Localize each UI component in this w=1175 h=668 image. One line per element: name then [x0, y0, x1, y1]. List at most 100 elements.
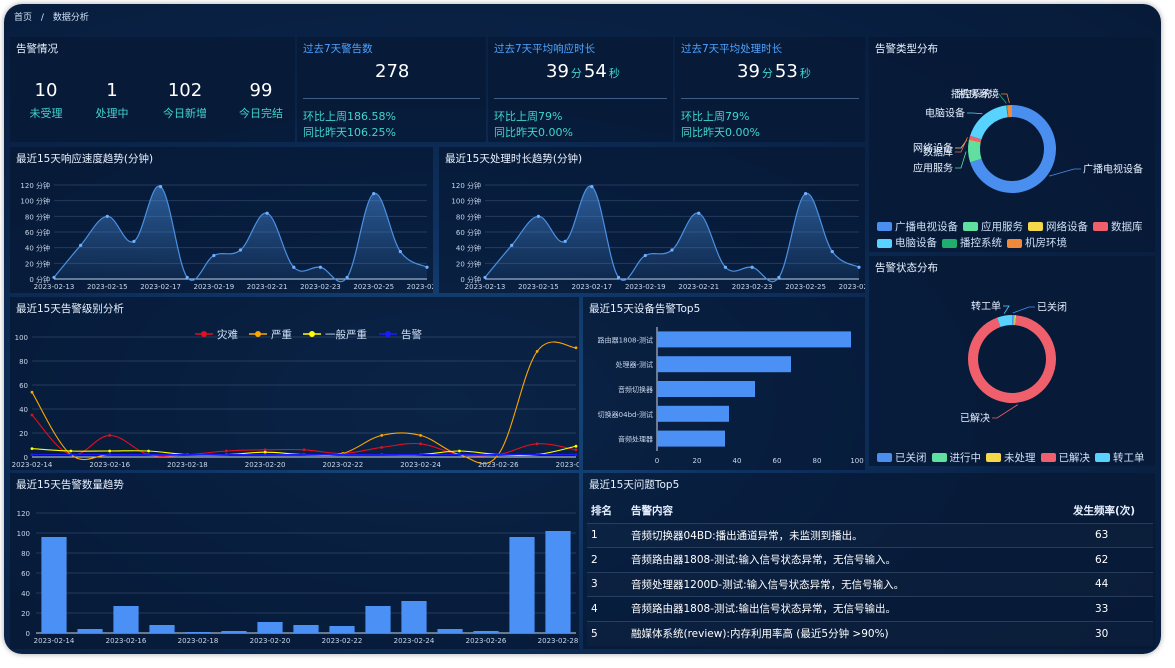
cell-rank: 2 — [587, 547, 627, 572]
cell-content: 融媒体系统(review):内存利用率高 (最近5分钟 >90%) — [627, 620, 1069, 646]
x-tick-label: 100 — [850, 457, 863, 465]
issues-top5-panel: 最近15天问题Top5 排名 告警内容 发生频率(次) 1 音频切换器04BD:… — [583, 473, 1155, 649]
data-point — [302, 453, 306, 456]
legend-item[interactable]: 转工单 — [1095, 450, 1145, 466]
x-tick-label: 2023-02-24 — [394, 637, 435, 645]
data-point — [30, 413, 34, 417]
kpi-value: 278 — [375, 61, 410, 82]
x-tick-label: 2023-02-13 — [465, 283, 506, 291]
cell-content: 音频路由器1808-测试:输入信号状态异常，无信号输入。 — [627, 547, 1069, 572]
cell-rank: 5 — [587, 620, 627, 646]
data-point — [132, 239, 136, 243]
x-tick-label: 2023-02-22 — [322, 637, 363, 645]
table-row[interactable]: 1 音频切换器04BD:播出通道异常，未监测到播出。 63 — [587, 522, 1153, 548]
y-tick-label: 切换器04bd-测试 — [598, 410, 653, 419]
y-tick-label: 0 分钟 — [29, 275, 50, 284]
panel-title: 最近15天告警级别分析 — [16, 303, 124, 315]
x-tick-label: 2023-02-28 — [538, 637, 579, 645]
legend-item[interactable]: 广播电视设备 — [877, 219, 958, 235]
bar — [257, 622, 283, 633]
stat-unaccepted[interactable]: 10 未受理 — [20, 80, 72, 121]
x-tick-label: 20 — [693, 457, 702, 465]
y-tick-label: 20 分钟 — [456, 259, 481, 268]
kpi-wow: 环比上周79% — [681, 110, 750, 123]
data-point — [830, 249, 834, 254]
donut-slice — [997, 315, 1012, 328]
y-tick-label: 40 分钟 — [456, 244, 481, 253]
kpi-compare: 环比上周79% 同比昨天0.00% — [681, 109, 760, 141]
legend-item[interactable]: 应用服务 — [963, 219, 1023, 235]
x-tick-label: 2023-02-17 — [572, 283, 613, 291]
legend-item[interactable]: 进行中 — [931, 450, 981, 466]
table-row[interactable]: 3 音频处理器1200D-测试:输入信号状态异常，无信号输入。 44 — [587, 571, 1153, 597]
legend-label: 已解决 — [1058, 451, 1091, 464]
cell-rank: 3 — [587, 571, 627, 597]
label-leader — [1003, 305, 1010, 314]
x-tick-label: 2023-02-22 — [323, 461, 364, 469]
data-point — [723, 265, 728, 269]
legend-swatch — [931, 453, 947, 462]
donut-slice — [970, 105, 1008, 140]
count-trend-panel: 最近15天告警数量趋势 0 20 40 60 80 100 120 2023-02-14 202… — [10, 473, 579, 649]
stat-processing[interactable]: 1 处理中 — [86, 80, 138, 121]
legend-label: 广播电视设备 — [895, 220, 958, 233]
kpi-wow: 环比上周186.58% — [303, 110, 396, 123]
cell-frequency: 30 — [1069, 620, 1153, 646]
level-analysis-chart: 0 20 40 60 80 100 2023-02-14 2023-02-16 2023-02-… — [12, 328, 579, 469]
panel-title: 最近15天处理时长趋势(分钟) — [445, 153, 583, 165]
x-tick-label: 2023-02-19 — [194, 283, 235, 291]
y-tick-label: 100 — [15, 334, 28, 342]
data-point — [458, 449, 461, 453]
x-tick-label: 60 — [773, 457, 782, 465]
slice-label: 已解决 — [960, 412, 990, 425]
legend-item[interactable]: 数据库 — [1093, 219, 1143, 235]
legend-item[interactable]: 未处理 — [986, 450, 1036, 466]
cell-content: 音频处理器1200D-测试:输入信号状态异常，无信号输入。 — [627, 571, 1069, 597]
data-point — [803, 192, 808, 196]
breadcrumb-home[interactable]: 首页 — [14, 13, 33, 23]
x-tick-label: 2023-02-15 — [87, 283, 128, 291]
panel-title: 告警类型分布 — [875, 43, 938, 55]
table-row[interactable]: 2 音频路由器1808-测试:输入信号状态异常，无信号输入。 62 — [587, 547, 1153, 572]
legend-item[interactable]: 机房环境 — [1007, 235, 1067, 251]
label-leader — [967, 112, 983, 115]
divider — [681, 98, 859, 99]
kpi-value: 39 分 54 秒 — [546, 61, 622, 82]
label-leader — [955, 137, 968, 153]
legend-swatch — [1093, 222, 1108, 231]
stat-today-done[interactable]: 99 今日完结 — [230, 80, 292, 121]
x-tick-label: 80 — [813, 457, 822, 465]
legend-item[interactable]: 电脑设备 — [877, 235, 937, 251]
legend-item[interactable]: 播控系统 — [942, 235, 1002, 251]
breadcrumb: 首页 / 数据分析 — [14, 10, 95, 23]
data-point — [419, 442, 422, 446]
bar — [657, 356, 791, 373]
bar — [509, 537, 535, 633]
data-point — [345, 275, 349, 280]
legend-item[interactable]: 网络设备 — [1028, 219, 1088, 235]
legend-marker — [255, 331, 261, 337]
stat-value: 99 — [249, 80, 273, 101]
stat-today-new[interactable]: 102 今日新增 — [154, 80, 216, 121]
bar — [77, 629, 103, 633]
cell-frequency: 63 — [1069, 522, 1153, 548]
legend-swatch — [963, 222, 978, 231]
y-tick-label: 20 分钟 — [25, 259, 50, 268]
y-tick-label: 40 分钟 — [25, 244, 50, 253]
x-tick-label: 2023-02-15 — [518, 283, 559, 291]
x-tick-label: 2023-02-19 — [625, 283, 666, 291]
data-point — [30, 390, 34, 394]
x-tick-label: 2023-02-17 — [140, 283, 181, 291]
table-row[interactable]: 5 融媒体系统(review):内存利用率高 (最近5分钟 >90%) 30 — [587, 620, 1153, 646]
kpi-sec-unit: 秒 — [608, 67, 620, 80]
donut-slice — [1007, 105, 1012, 118]
table-row[interactable]: 4 音频路由器1808-测试:输出信号状态异常，无信号输出。 33 — [587, 596, 1153, 621]
legend-item[interactable]: 已解决 — [1040, 450, 1091, 466]
slice-label: 网络设备 — [913, 142, 953, 155]
kpi-handle-time-panel: 过去7天平均处理时长 39 分 53 秒 环比上周79% 同比昨天0.00% — [675, 37, 865, 142]
legend-item[interactable]: 已关闭 — [877, 450, 927, 466]
y-tick-label: 处理器-测试 — [615, 360, 653, 369]
x-tick-label: 2023-02-21 — [678, 283, 719, 291]
data-point — [380, 446, 384, 449]
breadcrumb-separator: / — [40, 13, 44, 23]
